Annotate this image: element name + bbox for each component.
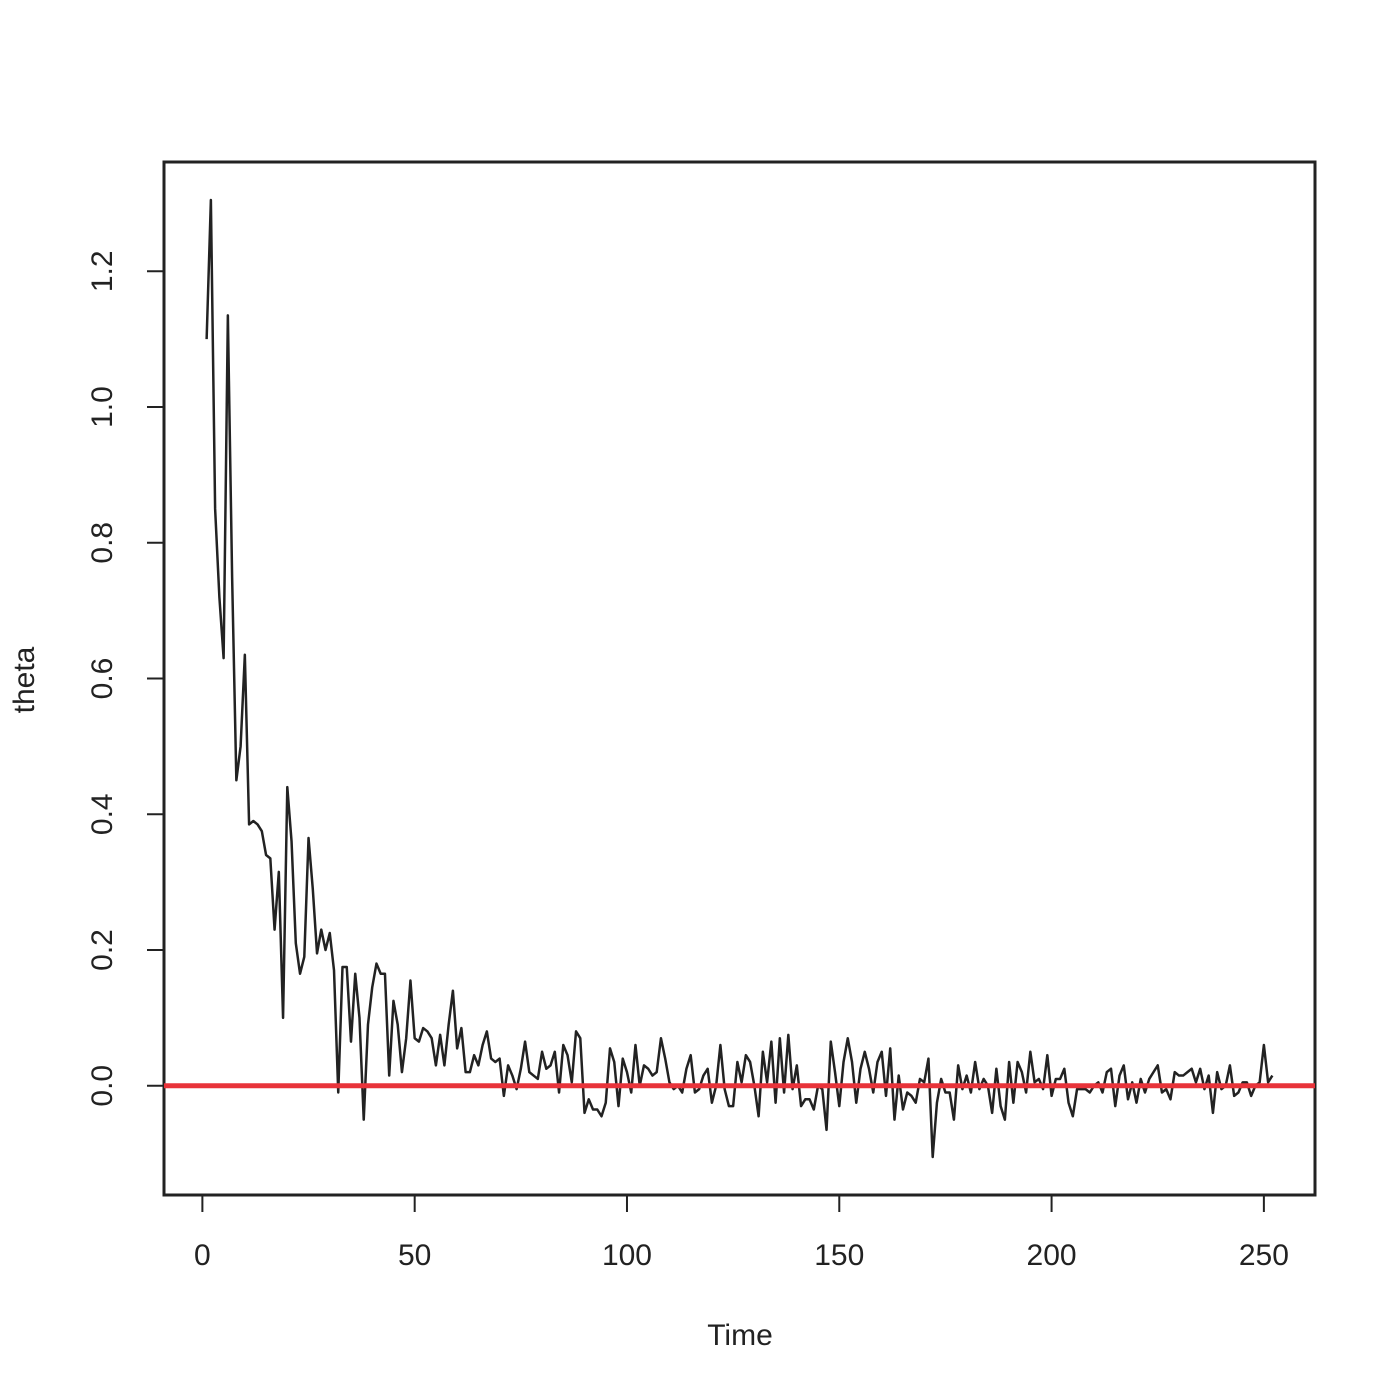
x-tick-label: 100 xyxy=(602,1239,652,1272)
x-tick-label: 50 xyxy=(398,1239,431,1272)
x-axis-label: Time xyxy=(707,1319,773,1352)
y-tick-label: 0.8 xyxy=(86,522,119,564)
y-tick-label: 1.2 xyxy=(86,250,119,292)
x-tick-label: 150 xyxy=(814,1239,864,1272)
y-tick-label: 1.0 xyxy=(86,386,119,428)
x-tick-label: 250 xyxy=(1239,1239,1289,1272)
y-axis-label: theta xyxy=(8,646,41,713)
x-tick-label: 0 xyxy=(194,1239,211,1272)
y-tick-label: 0.2 xyxy=(86,929,119,971)
y-tick-label: 0.6 xyxy=(86,658,119,700)
y-tick-label: 0.4 xyxy=(86,793,119,835)
plot-frame xyxy=(162,160,1317,1197)
data-line xyxy=(205,198,1274,1159)
x-tick-label: 200 xyxy=(1027,1239,1077,1272)
y-tick-label: 0.0 xyxy=(86,1065,119,1107)
